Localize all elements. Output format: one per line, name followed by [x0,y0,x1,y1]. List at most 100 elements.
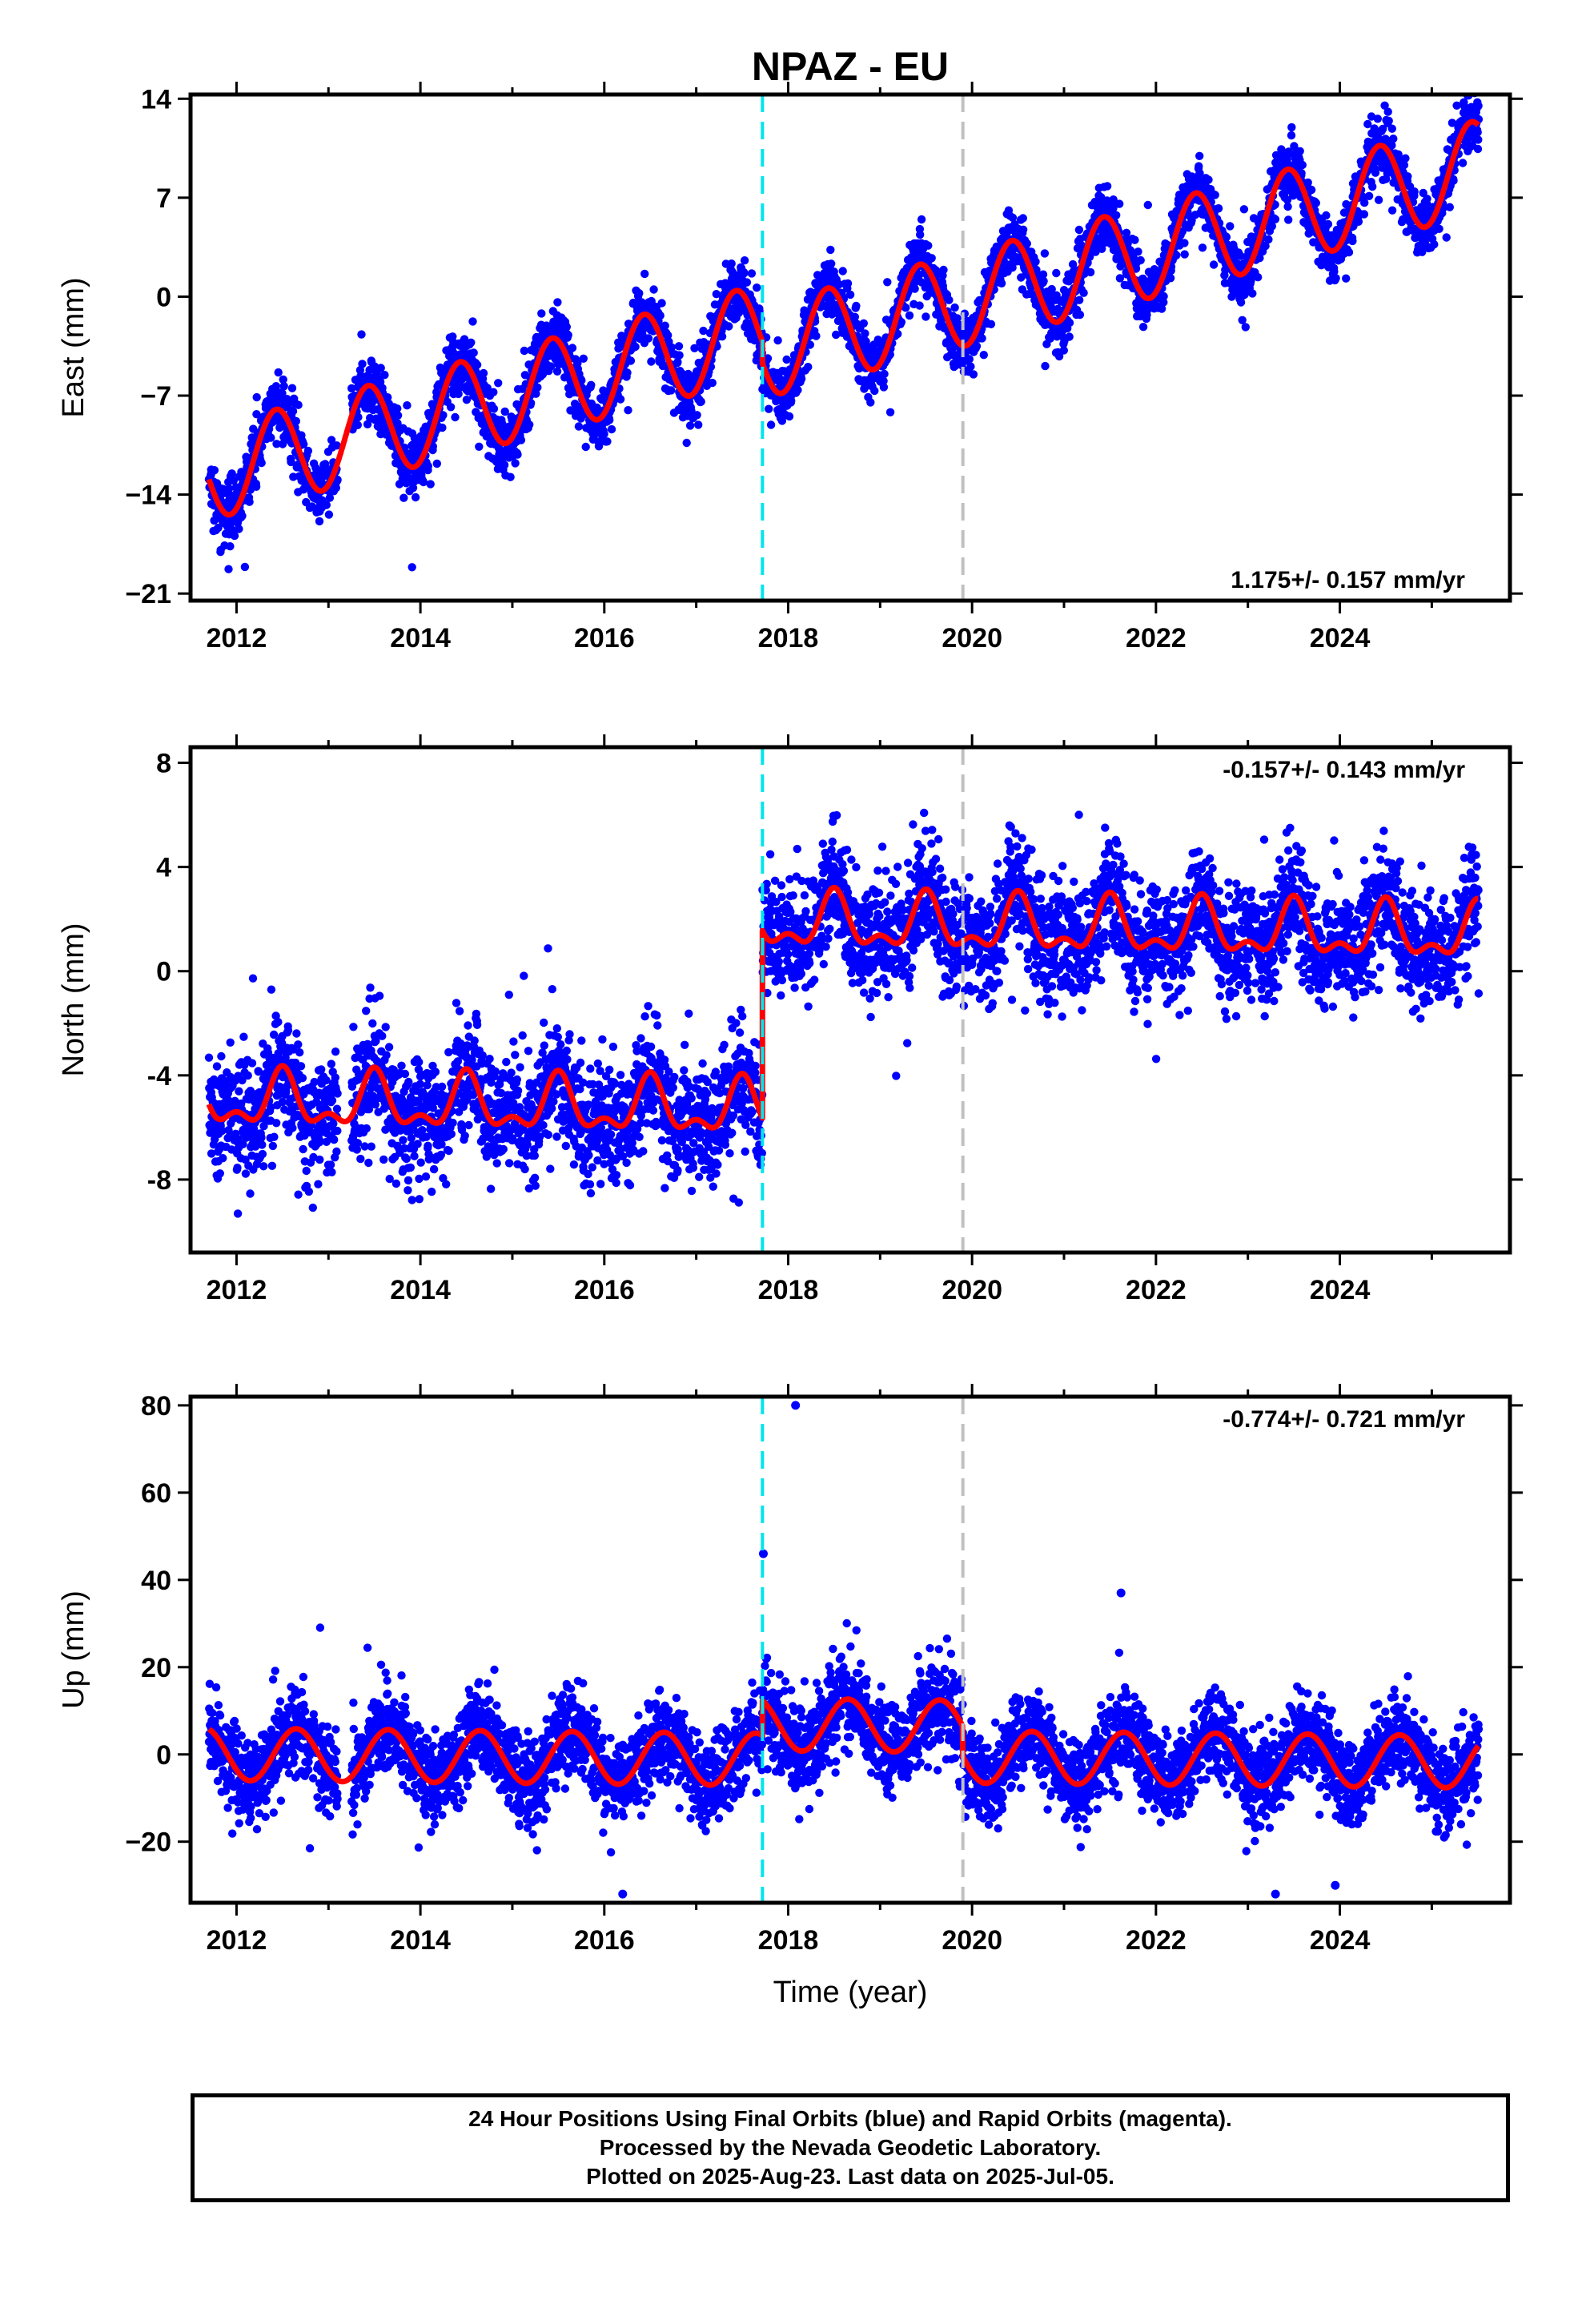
chart-title: NPAZ - EU [752,44,949,89]
data-point [233,1164,242,1172]
data-point [1307,185,1316,195]
data-point [1241,323,1251,332]
data-point [978,334,986,343]
data-point [288,1124,297,1132]
data-point [1348,236,1357,246]
data-point [969,370,978,379]
data-point [298,1074,307,1083]
data-point [647,357,656,366]
data-point [682,438,691,448]
data-point [927,254,936,263]
data-point [861,329,869,338]
data-point [472,360,482,369]
data-point [740,256,749,265]
data-point [568,344,577,352]
data-point [879,383,889,392]
data-point [537,309,546,318]
data-point [210,466,219,475]
data-point [215,1169,224,1178]
data-point [804,363,813,372]
data-point [845,290,855,300]
data-point [697,397,705,406]
data-point [1209,260,1219,269]
data-point [624,406,632,415]
data-point [307,502,317,511]
data-point [489,404,499,413]
data-point [230,531,239,541]
data-point [1264,235,1273,244]
data-point [797,374,806,384]
data-point [675,351,684,360]
data-point [279,375,287,384]
data-point [1239,205,1249,214]
data-point [950,303,959,312]
data-point [1458,159,1468,167]
data-point [1331,274,1340,283]
data-point [259,1162,268,1171]
data-points [204,808,1484,1218]
data-point [294,1190,303,1199]
data-point [972,342,982,351]
data-point [635,289,644,298]
data-point [251,482,261,491]
data-point [227,469,236,478]
data-point [354,412,363,422]
data-point [1323,219,1333,229]
data-point [1474,135,1483,144]
data-point [331,484,340,493]
x-tick-label: 2012 [207,623,267,653]
plot-area [204,808,1484,1218]
data-point [997,279,1006,287]
data-point [1074,225,1084,235]
data-point [742,278,752,287]
data-point [270,1132,279,1141]
data-point [249,424,258,433]
data-point [424,461,432,471]
data-point [226,542,235,551]
data-point [766,420,776,429]
data-point [1022,239,1032,248]
data-point [283,1026,293,1035]
data-point [1039,276,1048,286]
data-point [240,562,250,572]
data-point [1214,204,1223,213]
data-point [1079,288,1088,297]
data-point [852,301,861,311]
data-point [303,446,313,456]
data-point [287,457,295,467]
data-point [1287,131,1296,140]
data-point [1134,247,1142,256]
data-point [1449,176,1458,185]
data-point [393,404,402,413]
data-point [245,497,254,506]
data-point [400,493,408,502]
data-point [258,1149,267,1159]
data-point [1442,233,1451,242]
data-point [1195,151,1204,160]
data-point [506,472,515,481]
data-point [827,259,836,268]
data-point [475,442,484,451]
data-point [274,1018,283,1027]
data-point [552,367,562,376]
y-tick-label: 0 [156,282,171,312]
data-point [1387,206,1397,215]
data-point [1473,144,1483,154]
data-point [979,351,989,360]
data-point [859,319,869,328]
data-point [511,459,520,468]
data-point [322,501,331,509]
data-point [288,407,298,416]
data-point [380,371,389,380]
x-tick-label: 2022 [1126,623,1186,653]
data-point [607,424,616,434]
data-point [1040,249,1050,258]
data-point [1102,182,1112,191]
data-point [965,355,974,364]
data-point [321,460,330,468]
data-point [1065,318,1074,328]
data-point [217,1051,226,1061]
data-point [516,436,526,444]
